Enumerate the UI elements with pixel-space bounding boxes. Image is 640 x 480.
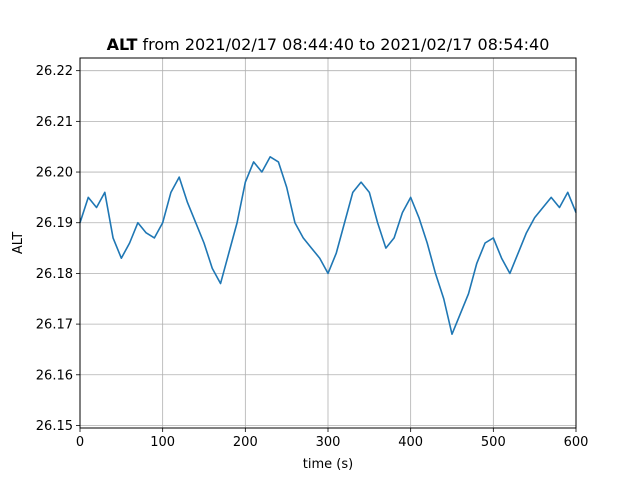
ticks: 0 100 200 300 400 500 600 26.15 26.16 26.17 26.18 2…: [36, 64, 589, 450]
x-tick-label: 100: [150, 435, 175, 450]
series-line-0: [79, 156, 577, 336]
y-axis-label: ALT: [11, 232, 26, 254]
grid: [79, 58, 577, 428]
chart-title: ALT from 2021/02/17 08:44:40 to 2021/02/…: [107, 35, 550, 54]
y-tick-label: 26.20: [36, 166, 73, 181]
x-axis-label: time (s): [303, 457, 353, 472]
y-tick-label: 26.19: [36, 216, 73, 231]
chart-title-rest: from 2021/02/17 08:44:40 to 2021/02/17 0…: [137, 35, 549, 54]
data-layer: [79, 156, 577, 336]
x-tick-label: 600: [564, 435, 589, 450]
y-tick-label: 26.17: [36, 318, 73, 333]
y-tick-label: 26.21: [36, 115, 73, 130]
chart-title-bold: ALT: [107, 35, 138, 54]
x-tick-label: 200: [233, 435, 258, 450]
y-tick-label: 26.15: [36, 419, 73, 434]
x-tick-label: 400: [398, 435, 423, 450]
x-tick-label: 300: [316, 435, 341, 450]
y-tick-label: 26.18: [36, 267, 73, 282]
x-tick-label: 500: [481, 435, 506, 450]
y-tick-label: 26.22: [36, 64, 73, 79]
x-tick-label: 0: [76, 435, 84, 450]
y-tick-label: 26.16: [36, 368, 73, 383]
